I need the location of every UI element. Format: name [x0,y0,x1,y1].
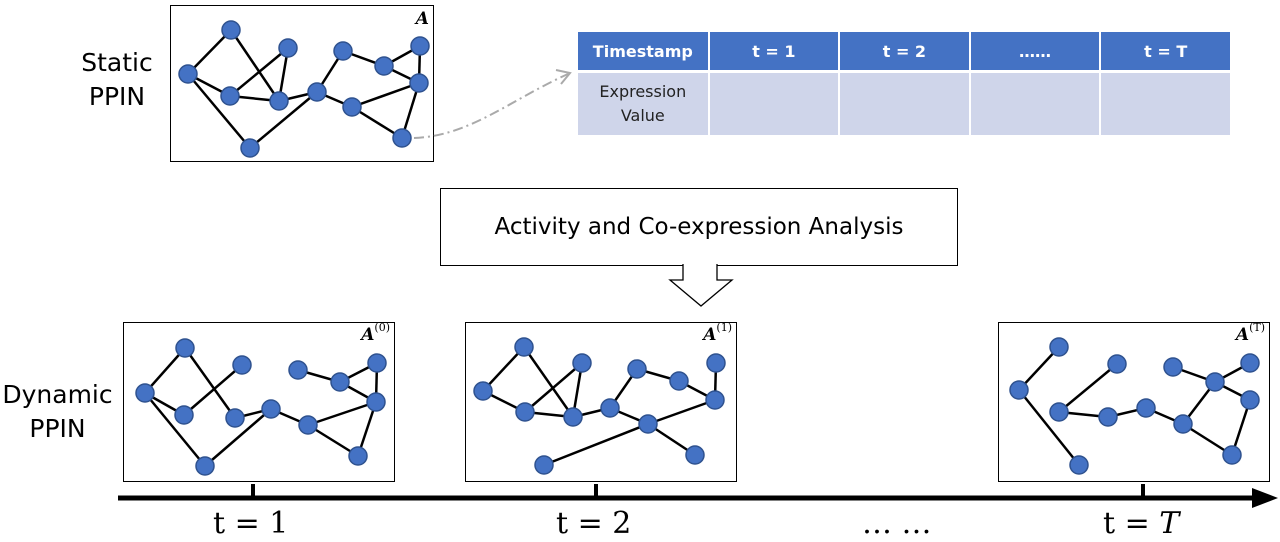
table-header-row: Timestamp t = 1 t = 2 …… t = T [578,32,1230,73]
dynamic-graph-tT: A(T) [998,321,1270,482]
tick-label-tT: t = T [1103,506,1180,541]
table-header: t = 1 [708,32,841,73]
timeline-axis [118,484,1278,508]
graph-svg-t2 [473,337,726,475]
analysis-box: Activity and Co-expression Analysis [440,188,958,266]
table-header: t = 2 [839,32,971,73]
table-header: …… [969,32,1102,73]
matrix-label-tT: A(T) [1235,321,1265,345]
table-cell [708,71,841,135]
analysis-label: Activity and Co-expression Analysis [494,214,904,240]
connector-arrow [413,69,572,139]
static-matrix-label: A [415,9,429,29]
table-row: Expression Value [578,71,1230,135]
matrix-label-t2: A(1) [703,321,732,345]
static-ppin-label: Static PPIN [81,48,153,111]
tick-label-ellipsis: … … [862,506,932,541]
graph-svg-tT [1009,337,1260,475]
matrix-label-t1: A(0) [361,321,390,345]
table-header: Timestamp [578,32,710,73]
expression-table: Timestamp t = 1 t = 2 …… t = T Expressio… [578,32,1230,135]
table-cell [969,71,1102,135]
down-arrow [668,264,734,307]
dynamic-ppin-label: Dynamic PPIN [2,380,113,443]
tick-label-t2: t = 2 [556,506,632,541]
dynamic-graph-t1: A(0) [123,321,395,482]
table-header: t = T [1100,32,1230,73]
table-cell [1100,71,1230,135]
tick-label-t1: t = 1 [213,506,289,541]
row-label-cell: Expression Value [578,71,710,135]
dynamic-graph-t2: A(1) [465,321,737,482]
graph-svg-t1 [135,338,387,476]
static-ppin-graph: A [170,5,434,162]
static-graph-svg [178,20,430,158]
table-cell [839,71,971,135]
